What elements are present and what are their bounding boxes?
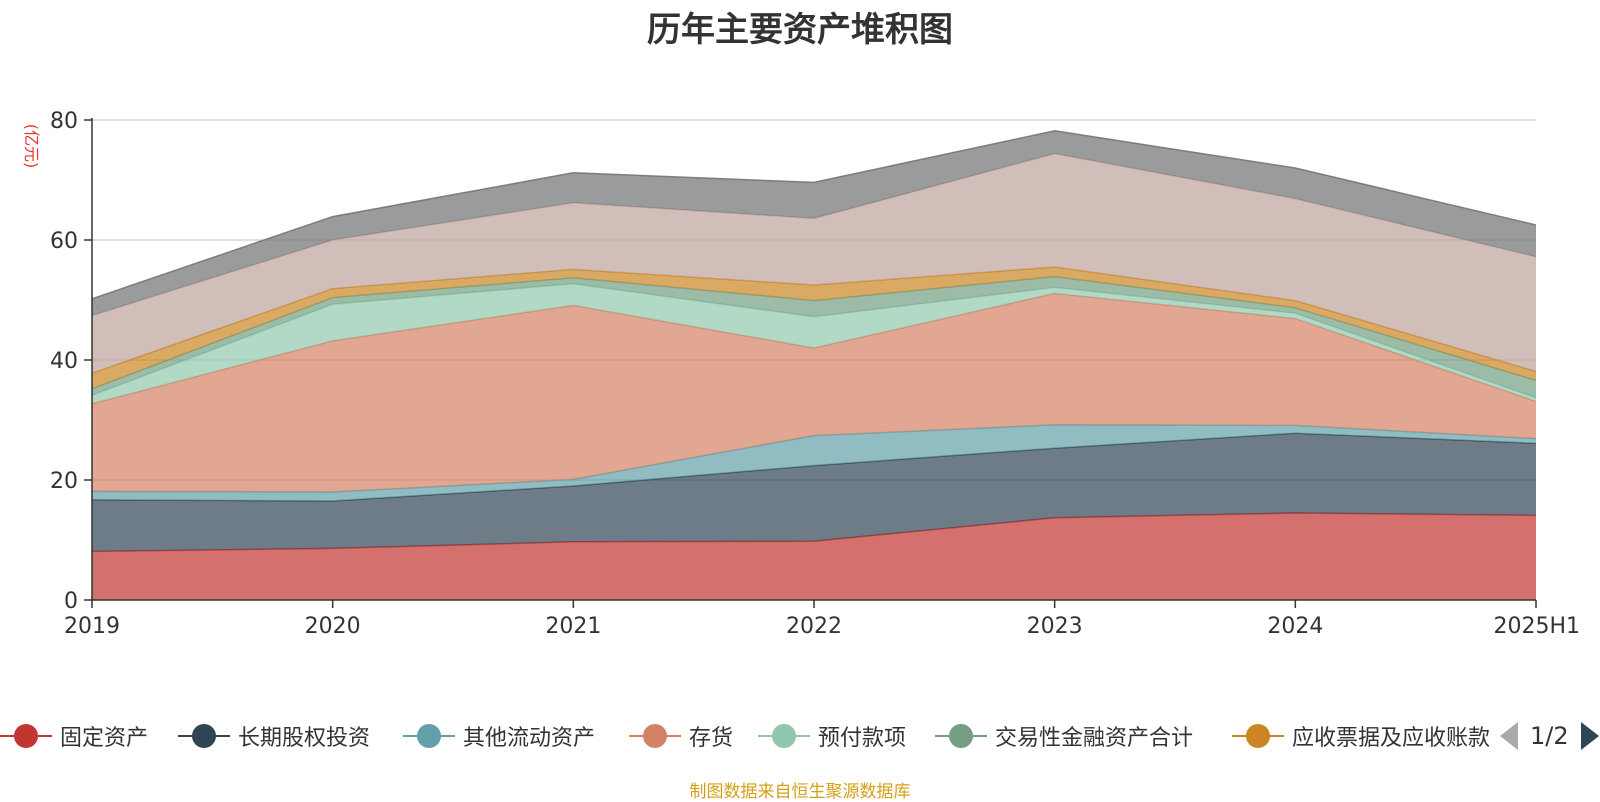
x-tick-label: 2021 bbox=[545, 614, 601, 639]
legend-item[interactable]: 应收票据及应收账款 bbox=[1232, 714, 1490, 758]
legend-marker-icon bbox=[0, 714, 52, 758]
legend-item[interactable]: 存货 bbox=[629, 714, 733, 758]
legend-item[interactable]: 预付款项 bbox=[758, 714, 906, 758]
axes: 0 20 40 60 80 2019 2020 2021 2022 2023 2024 2025H1 bbox=[50, 109, 1580, 639]
legend: 固定资产 长期股权投资 其他流动资产 存货 预付款项 交易性金融资产合计 应收票据及应收账款 bbox=[0, 714, 1600, 758]
legend-marker-icon bbox=[403, 714, 455, 758]
legend-pager: 1/2 bbox=[1500, 716, 1599, 756]
legend-item[interactable]: 长期股权投资 bbox=[178, 714, 370, 758]
legend-label: 存货 bbox=[689, 726, 734, 751]
area-series-edge-9 bbox=[91, 130, 1537, 300]
legend-item[interactable]: 其他流动资产 bbox=[403, 714, 595, 758]
x-tick-label: 2023 bbox=[1027, 614, 1083, 639]
x-tick-label: 2019 bbox=[64, 614, 120, 639]
y-tick-label: 40 bbox=[50, 349, 78, 374]
legend-item[interactable]: 交易性金融资产合计 bbox=[935, 714, 1193, 758]
legend-page-indicator: 1/2 bbox=[1530, 722, 1569, 750]
y-tick-label: 80 bbox=[50, 109, 78, 134]
area-series-5 bbox=[92, 283, 1536, 404]
y-tick-label: 0 bbox=[64, 589, 78, 614]
legend-marker-icon bbox=[629, 714, 681, 758]
chart-title: 历年主要资产堆积图 bbox=[647, 10, 953, 50]
x-tick-label: 2025H1 bbox=[1493, 614, 1580, 639]
area-series-9 bbox=[92, 130, 1536, 316]
legend-prev-page-icon[interactable] bbox=[1500, 722, 1518, 750]
source-note: 制图数据来自恒生聚源数据库 bbox=[689, 782, 911, 802]
y-tick-label: 20 bbox=[50, 469, 78, 494]
legend-label: 其他流动资产 bbox=[463, 726, 596, 751]
legend-label: 预付款项 bbox=[818, 726, 907, 751]
area-series-8 bbox=[92, 153, 1536, 374]
y-tick-label: 60 bbox=[50, 229, 78, 254]
stacked-area-chart: 0 20 40 60 80 2019 2020 2021 2022 2023 2024 2025H1 bbox=[50, 109, 1580, 639]
legend-label: 交易性金融资产合计 bbox=[995, 726, 1194, 751]
x-tick-label: 2020 bbox=[305, 614, 361, 639]
area-series bbox=[91, 130, 1537, 600]
legend-marker-icon bbox=[178, 714, 230, 758]
area-series-2 bbox=[92, 433, 1536, 552]
legend-marker-icon bbox=[935, 714, 987, 758]
x-tick-label: 2024 bbox=[1267, 614, 1323, 639]
legend-label: 应收票据及应收账款 bbox=[1292, 726, 1491, 751]
x-tick-label: 2022 bbox=[786, 614, 842, 639]
legend-label: 固定资产 bbox=[60, 726, 149, 751]
area-series-4 bbox=[92, 293, 1536, 492]
legend-marker-icon bbox=[758, 714, 810, 758]
area-series-7 bbox=[92, 267, 1536, 389]
legend-marker-icon bbox=[1232, 714, 1284, 758]
legend-item[interactable]: 固定资产 bbox=[0, 714, 148, 758]
area-series-3 bbox=[92, 424, 1536, 501]
legend-label: 长期股权投资 bbox=[238, 726, 371, 751]
legend-next-page-icon[interactable] bbox=[1580, 722, 1599, 750]
area-series-1 bbox=[92, 513, 1536, 600]
